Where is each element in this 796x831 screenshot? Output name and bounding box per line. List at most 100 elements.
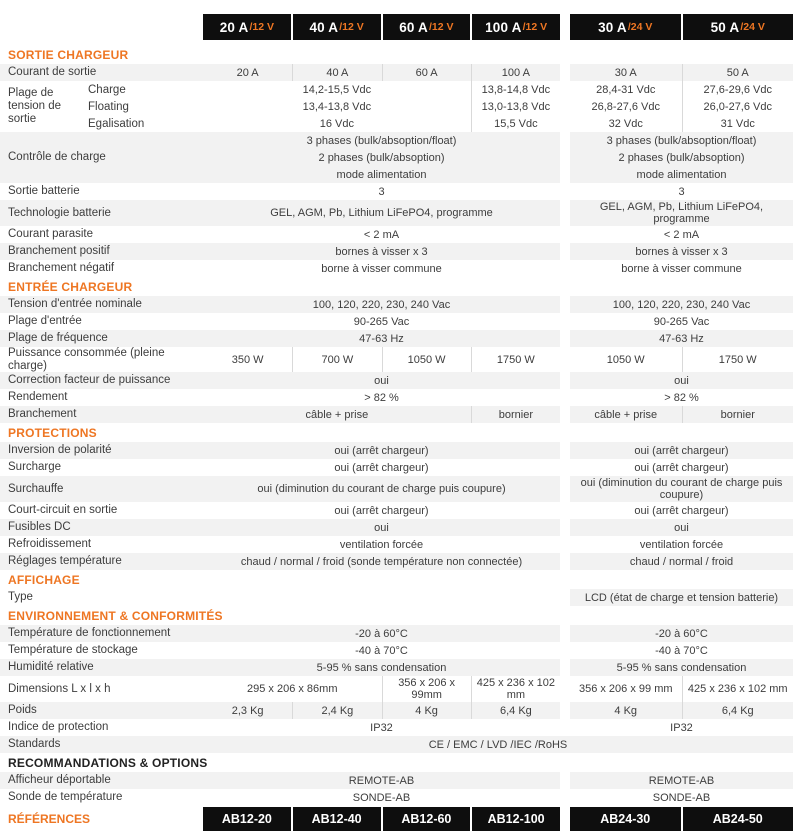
group-12v: 100, 120, 220, 230, 240 Vac xyxy=(203,296,560,313)
group-gap xyxy=(560,347,570,372)
spec-value: 100, 120, 220, 230, 240 Vac xyxy=(612,298,751,311)
spec-value: borne à visser commune xyxy=(621,262,742,275)
spec-row: Humidité relative 5-95 % sans condensatio… xyxy=(0,659,793,676)
spec-value: ventilation forcée xyxy=(639,538,724,551)
group-gap xyxy=(560,98,570,115)
spec-value-fullspan: CE / EMC / LVD /IEC /RoHS xyxy=(203,736,793,753)
spec-value: 2 phases (bulk/absoption) xyxy=(318,151,445,164)
spec-value-empty xyxy=(203,589,560,606)
row-label: Plage d'entrée xyxy=(8,315,82,328)
spec-value: < 2 mA xyxy=(363,228,400,241)
spec-value: 32 Vdc xyxy=(608,117,643,130)
group-gap xyxy=(560,200,570,226)
group-24v: -40 à 70°C xyxy=(570,642,793,659)
spec-value: 13,0-13,8 Vdc xyxy=(470,98,560,115)
model-voltage: /24 V xyxy=(740,21,765,33)
section-title: ENVIRONNEMENT & CONFORMITÉS xyxy=(8,609,223,623)
group-gap xyxy=(560,702,570,719)
model-current: 100 A xyxy=(485,19,522,35)
reference-badge: AB12-40 xyxy=(292,807,381,831)
model-current: 50 A xyxy=(710,19,740,35)
spec-value: 30 A xyxy=(614,66,637,79)
spec-row: Branchement positif bornes à visser x 3 bo… xyxy=(0,243,793,260)
spec-value: GEL, AGM, Pb, Lithium LiFePO4, programme xyxy=(599,201,764,225)
group-gap xyxy=(560,226,570,243)
spec-value: mode alimentation xyxy=(336,168,427,181)
model-header: 50 A/24 V xyxy=(682,14,793,40)
group-24v: LCD (état de charge et tension batterie) xyxy=(570,589,793,606)
spec-value: 26,8-27,6 Vdc xyxy=(591,100,661,113)
spec-value: bornier xyxy=(681,406,794,423)
group-gap xyxy=(560,313,570,330)
spec-value: 3 phases (bulk/absoption/float) xyxy=(606,134,757,147)
row-label: Plage de fréquence xyxy=(0,330,203,347)
spec-value: 40 A xyxy=(292,64,381,81)
sub-row: Egalisation 16 Vdc 15,5 Vdc 32 Vdc 31 Vdc xyxy=(88,115,793,132)
group-24v: 90-265 Vac xyxy=(570,313,793,330)
spec-value: 3 xyxy=(678,185,685,198)
charger-spec-table: 20 A/12 V 40 A/12 V 60 A/12 V 100 A/12 V 30 … xyxy=(0,14,793,831)
spec-value: 6,4 Kg xyxy=(681,702,794,719)
spec-value: bornes à visser x 3 xyxy=(335,245,428,258)
model-header: 40 A/12 V xyxy=(292,14,381,40)
model-header: 20 A/12 V xyxy=(203,14,291,40)
spec-value: 100, 120, 220, 230, 240 Vac xyxy=(312,298,451,311)
sub-rows: 3 phases (bulk/absoption/float) 3 phases … xyxy=(203,132,793,183)
group-24v: 26,8-27,6 Vdc 26,0-27,6 Vdc xyxy=(570,98,793,115)
group-24v: 100, 120, 220, 230, 240 Vac xyxy=(570,296,793,313)
group-12v: -40 à 70°C xyxy=(203,642,560,659)
group-gap xyxy=(560,14,570,40)
spec-value: borne à visser commune xyxy=(321,262,442,275)
spec-value: oui (arrêt chargeur) xyxy=(334,461,429,474)
spec-value: oui xyxy=(674,521,689,534)
group-24v: mode alimentation xyxy=(570,166,793,183)
group-24v: -20 à 60°C xyxy=(570,625,793,642)
row-label: Surchauffe xyxy=(0,476,203,502)
group-24v: 4 Kg 6,4 Kg xyxy=(570,702,793,719)
row-label: Branchement positif xyxy=(0,243,203,260)
row-label: Température de stockage xyxy=(8,644,138,657)
model-current: 30 A xyxy=(598,19,627,35)
spec-row: Dimensions L x l x h 295 x 206 x 86mm 356 … xyxy=(0,676,793,702)
spec-value: < 2 mA xyxy=(663,228,700,241)
row-label: Sonde de température xyxy=(8,791,123,804)
spec-value: 28,4-31 Vdc xyxy=(596,83,656,96)
row-label: Correction facteur de puissance xyxy=(0,372,203,389)
spec-value: 356 x 206 x 99 mm xyxy=(578,683,673,695)
spec-row: Contrôle de charge 3 phases (bulk/absopti… xyxy=(0,132,793,183)
spec-row: Indice de protection IP32 IP32 xyxy=(0,719,793,736)
group-12v: 2,3 Kg 2,4 Kg 4 Kg 6,4 Kg xyxy=(203,702,560,719)
group-12v: oui xyxy=(203,519,560,536)
group-12v: oui (diminution du courant de charge pui… xyxy=(203,476,560,502)
spec-row: Fusibles DC oui oui xyxy=(0,519,793,536)
group-24v: 3 xyxy=(570,183,793,200)
group-24v: 5-95 % sans condensation xyxy=(570,659,793,676)
spec-value: câble + prise xyxy=(305,408,369,421)
section-title: AFFICHAGE xyxy=(8,573,80,587)
group-12v: borne à visser commune xyxy=(203,260,560,277)
spec-value: oui xyxy=(374,521,389,534)
reference-group-24v: AB24-30 AB24-50 xyxy=(570,807,793,831)
spec-value: oui (arrêt chargeur) xyxy=(634,461,729,474)
row-label: Puissance consommée (pleine charge) xyxy=(8,347,165,372)
group-24v: REMOTE-AB xyxy=(570,772,793,789)
sub-row: Floating 13,4-13,8 Vdc 13,0-13,8 Vdc 26,8-2… xyxy=(88,98,793,115)
spec-row: Plage de fréquence 47-63 Hz 47-63 Hz xyxy=(0,330,793,347)
group-12v: 13,4-13,8 Vdc 13,0-13,8 Vdc xyxy=(203,98,560,115)
spec-value: SONDE-AB xyxy=(352,791,411,804)
spec-value: REMOTE-AB xyxy=(648,774,715,787)
model-current: 20 A xyxy=(219,19,249,35)
group-24v: 1050 W 1750 W xyxy=(570,347,793,372)
spec-value: -40 à 70°C xyxy=(355,644,408,657)
row-label: Standards xyxy=(0,736,203,753)
spec-value: 425 x 236 x 102 mm xyxy=(681,676,794,702)
spec-row: Température de fonctionnement -20 à 60°C -… xyxy=(0,625,793,642)
spec-value: 90-265 Vac xyxy=(653,315,710,328)
sub-row: 2 phases (bulk/absoption) 2 phases (bulk/… xyxy=(203,149,793,166)
group-24v: 28,4-31 Vdc 27,6-29,6 Vdc xyxy=(570,81,793,98)
header-spacer xyxy=(0,14,203,40)
spec-value: chaud / normal / froid (sonde températur… xyxy=(240,555,523,568)
row-label: Refroidissement xyxy=(8,538,92,551)
spec-value: 16 Vdc xyxy=(319,117,354,130)
row-label: Température de fonctionnement xyxy=(0,625,203,642)
